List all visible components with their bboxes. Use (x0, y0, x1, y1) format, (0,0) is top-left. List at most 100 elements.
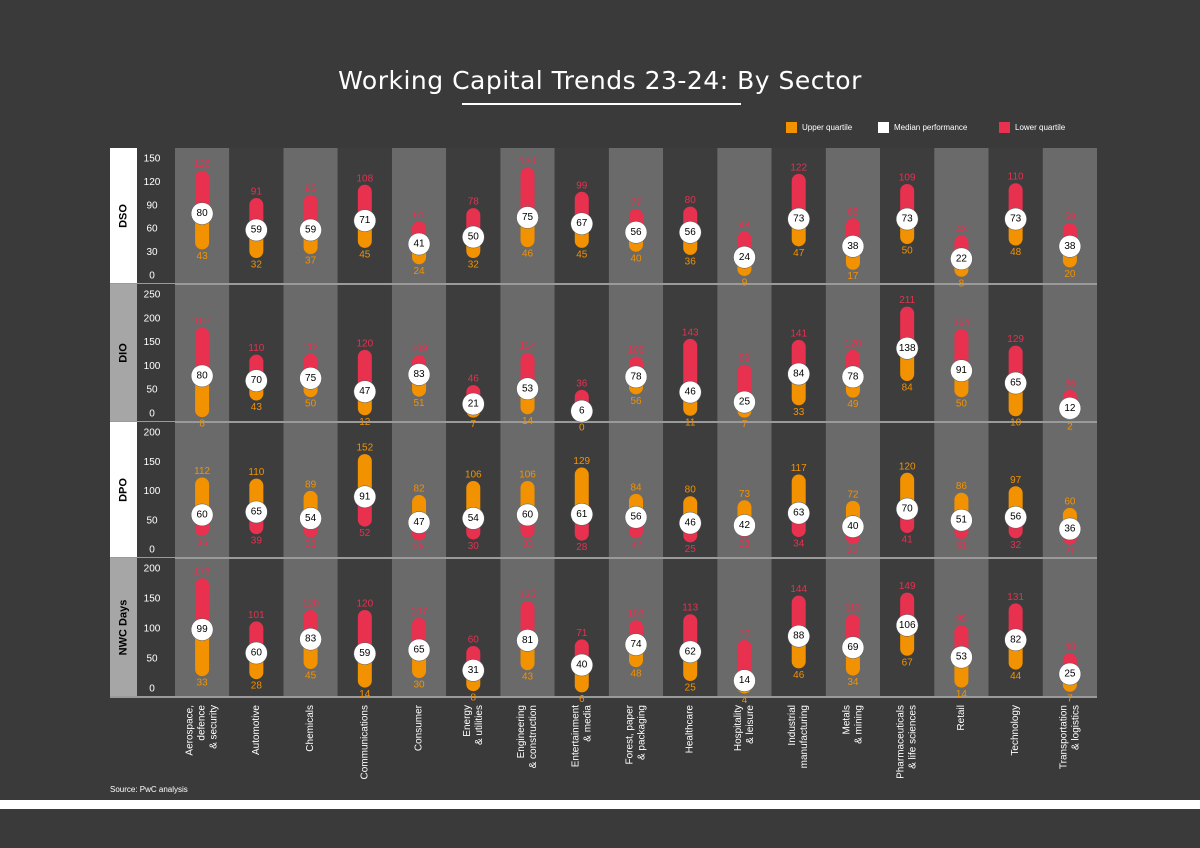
upper-value-label: 43 (522, 672, 534, 683)
lower-value-label: 91 (251, 187, 263, 198)
lower-value-label: 120 (302, 599, 319, 610)
lower-value-label: 99 (576, 180, 588, 191)
y-tick-label: 50 (146, 654, 158, 665)
median-marker (299, 367, 322, 390)
median-value-label: 25 (1064, 669, 1076, 680)
y-tick-label: 50 (146, 515, 158, 526)
upper-value-label: 106 (519, 469, 536, 480)
median-value-label: 80 (197, 370, 209, 381)
upper-value-label: 51 (413, 398, 425, 409)
median-value-label: 40 (847, 521, 859, 532)
median-value-label: 56 (630, 227, 642, 238)
upper-value-label: 84 (630, 482, 642, 493)
upper-value-label: 34 (847, 677, 859, 688)
median-marker (950, 247, 973, 271)
median-marker (462, 659, 485, 682)
median-marker (1004, 371, 1027, 395)
upper-value-label: 14 (522, 416, 534, 427)
upper-value-label: 112 (194, 466, 210, 477)
lower-value-label: 143 (682, 327, 699, 338)
category-label: Aerospace, (185, 705, 196, 756)
median-value-label: 47 (413, 517, 425, 528)
upper-value-label: 97 (1010, 475, 1022, 486)
category-label: Engineering (516, 705, 527, 758)
y-tick-label: 200 (144, 428, 161, 439)
median-marker (190, 503, 214, 527)
lower-value-label: 122 (790, 162, 807, 173)
median-marker (624, 633, 648, 656)
category-label: Industrial (787, 705, 798, 746)
panel-label-box (110, 422, 137, 558)
category-label: Transportation (1058, 705, 1069, 769)
median-marker (950, 359, 973, 382)
panel-label: DSO (118, 204, 130, 228)
upper-value-label: 72 (847, 489, 859, 500)
lower-value-label: 41 (902, 535, 914, 546)
lower-value-label: 113 (682, 603, 698, 614)
lower-value-label: 89 (739, 353, 751, 364)
upper-value-label: 48 (1010, 247, 1022, 258)
y-tick-label: 50 (146, 385, 158, 396)
upper-value-label: 7 (1067, 693, 1073, 704)
median-value-label: 73 (1010, 214, 1022, 225)
median-value-label: 54 (305, 513, 317, 524)
median-marker (895, 497, 919, 521)
upper-value-label: 86 (956, 481, 968, 492)
upper-value-label: 106 (465, 469, 482, 480)
axis-area (137, 558, 175, 697)
category-label: Energy (462, 705, 473, 737)
upper-value-label: 56 (630, 396, 642, 407)
median-marker (299, 218, 322, 242)
median-marker (190, 202, 214, 225)
median-value-label: 83 (305, 634, 317, 645)
legend-label-median: Median performance (894, 123, 968, 132)
y-tick-label: 30 (146, 247, 158, 258)
footer-band-gap (0, 809, 1200, 815)
median-value-label: 59 (305, 224, 317, 235)
median-value-label: 24 (739, 252, 751, 263)
panel-label-box (110, 148, 137, 284)
median-marker (245, 218, 268, 242)
median-marker (570, 653, 594, 677)
lower-value-label: 114 (520, 341, 536, 352)
category-label: & media (582, 705, 593, 742)
upper-value-label: 49 (847, 399, 859, 410)
upper-value-label: 129 (573, 456, 590, 467)
upper-value-label: 11 (685, 417, 696, 428)
median-marker (1058, 235, 1082, 258)
median-marker (678, 511, 702, 535)
median-value-label: 50 (468, 232, 480, 243)
median-marker (1004, 207, 1027, 231)
category-label: & construction (528, 705, 539, 768)
median-marker (570, 212, 594, 235)
median-value-label: 54 (468, 513, 480, 524)
y-tick-label: 200 (144, 564, 161, 575)
y-tick-label: 200 (144, 313, 161, 324)
median-value-label: 14 (739, 675, 751, 686)
median-marker (245, 500, 268, 524)
panel-label-box (110, 284, 137, 422)
lower-value-label: 78 (468, 197, 480, 208)
median-marker (1058, 662, 1082, 686)
lower-value-label: 59 (1064, 211, 1076, 222)
category-label: manufacturing (799, 705, 810, 768)
median-marker (407, 511, 431, 534)
upper-value-label: 33 (197, 678, 209, 689)
category-label: defence (197, 705, 208, 741)
upper-value-label: 50 (902, 246, 914, 257)
upper-value-label: 14 (359, 689, 371, 700)
axis-area (137, 148, 175, 284)
upper-value-label: 47 (793, 248, 805, 259)
upper-value-label: 43 (197, 251, 209, 262)
legend-item-median: Median performance (878, 122, 967, 133)
lower-value-label: 109 (899, 172, 916, 183)
upper-value-label: 40 (630, 253, 642, 264)
median-marker (570, 399, 594, 423)
y-tick-label: 150 (144, 457, 161, 468)
lower-value-label: 107 (411, 606, 428, 617)
median-marker (895, 614, 919, 637)
category-label: Hospitality (733, 705, 744, 751)
median-value-label: 61 (576, 509, 588, 520)
median-value-label: 84 (793, 369, 805, 380)
median-marker (950, 508, 973, 532)
